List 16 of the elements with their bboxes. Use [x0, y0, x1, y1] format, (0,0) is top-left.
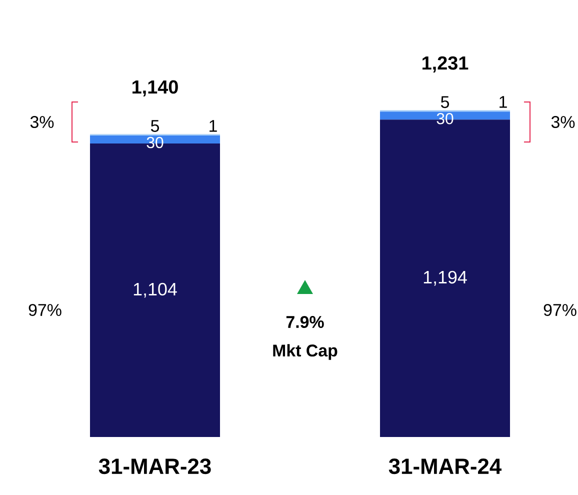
annotation: Mkt Cap [273, 344, 338, 360]
data-label: 1 [500, 96, 507, 108]
data-label: 1,194 [424, 270, 467, 286]
annotation: 97% [544, 304, 576, 316]
x-tick-label: 31-MAR-24 [388, 458, 502, 474]
data-label: 1 [210, 120, 217, 132]
data-label: 5 [440, 96, 449, 108]
x-tick-label: 31-MAR-23 [98, 458, 211, 474]
total-label: 1,140 [132, 80, 178, 96]
data-label: 1,104 [134, 282, 177, 298]
annotation: 7.9% [286, 316, 324, 328]
annotation: 97% [28, 304, 62, 316]
annotation: 3% [30, 116, 54, 128]
data-label: 5 [150, 120, 159, 132]
annotation: 3% [551, 116, 575, 128]
total-label: 1,231 [422, 56, 468, 72]
